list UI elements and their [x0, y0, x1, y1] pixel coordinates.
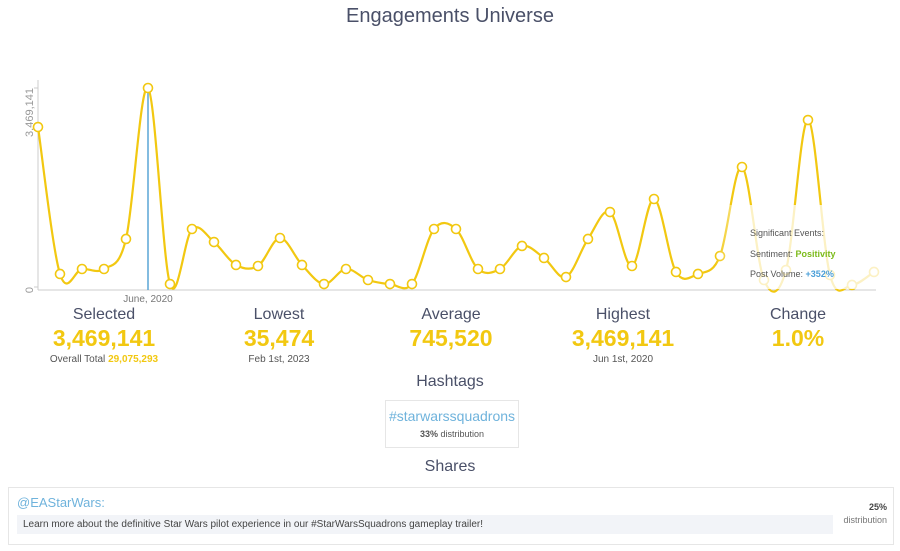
chart-title: Engagements Universe — [346, 5, 554, 27]
tooltip-label: Post Volume: — [750, 269, 804, 279]
point — [318, 278, 330, 290]
point — [626, 260, 638, 272]
point — [450, 223, 462, 235]
stat-value: 745,520 — [409, 325, 493, 351]
section-title: Hashtags — [416, 373, 484, 390]
stat-value: 3,469,141 — [52, 325, 156, 351]
stat: Change 1.0% — [713, 306, 883, 352]
tooltip-label: Sentiment: — [750, 248, 794, 259]
stat: Average 745,520 — [366, 306, 536, 352]
stat: Highest 3,469,141 Jun 1st, 2020 — [538, 306, 708, 365]
stat: Selected 3,469,141 Overall Total 29,075,… — [19, 306, 189, 365]
point — [648, 193, 660, 205]
hashtag-card[interactable]: #starwarssquadrons 33% distribution — [385, 400, 519, 448]
point — [428, 223, 440, 235]
point — [120, 233, 132, 245]
point — [142, 82, 154, 94]
point — [604, 206, 616, 218]
point — [472, 263, 484, 275]
share-card[interactable]: @EAStarWars: Learn more about the defini… — [8, 487, 894, 545]
stat-label: Average — [421, 306, 481, 323]
point — [670, 266, 682, 278]
stat-value: 3,469,141 — [571, 325, 675, 351]
share-text: Learn more about the definitive Star War… — [17, 515, 833, 534]
point — [802, 114, 814, 126]
point — [406, 278, 418, 290]
share-percent: 25% — [868, 502, 887, 512]
stat-value: 1.0% — [771, 325, 825, 351]
point — [516, 240, 528, 252]
tooltip-line: Sentiment: Positivity — [750, 244, 836, 265]
point — [384, 278, 396, 290]
point — [340, 263, 352, 275]
point — [186, 223, 198, 235]
share-account: @EAStarWars: — [17, 495, 105, 510]
tooltip-line: Post Volume: +352% — [750, 264, 836, 285]
point — [230, 259, 242, 271]
stat-label: Lowest — [253, 306, 305, 323]
hashtag-percent: 33% — [419, 429, 438, 439]
y-tick-label: 3,469,141 — [24, 88, 36, 137]
point — [76, 263, 88, 275]
stat-label: Change — [769, 306, 827, 323]
point — [494, 263, 506, 275]
point — [98, 263, 110, 275]
chart: Engagements Universe 0 3,469,141 June, 202… — [24, 5, 880, 305]
section-title: Shares — [424, 458, 476, 475]
hashtag-note: distribution — [440, 429, 485, 439]
tooltip-value: +352% — [805, 269, 834, 279]
stat-label: Highest — [595, 306, 651, 323]
point — [736, 161, 748, 173]
point — [252, 260, 264, 272]
point — [54, 268, 66, 280]
point — [274, 232, 286, 244]
stat-sub: Feb 1st, 2023 — [248, 354, 310, 365]
stat-sub-value: 29,075,293 — [108, 354, 159, 365]
fade-overlay — [715, 205, 880, 289]
stat-sub-label: Overall Total — [49, 354, 106, 365]
stat-sub: Overall Total 29,075,293 — [19, 354, 189, 365]
stat: Lowest 35,474 Feb 1st, 2023 — [194, 306, 364, 365]
x-tick-label: June, 2020 — [123, 294, 173, 305]
point — [362, 274, 374, 286]
point — [560, 271, 572, 283]
tooltip: Significant Events: Sentiment: Positivit… — [750, 223, 836, 285]
share-note: distribution — [843, 515, 887, 525]
point — [32, 121, 44, 133]
point — [582, 233, 594, 245]
point — [208, 236, 220, 248]
tooltip-value: Positivity — [795, 248, 836, 259]
point — [164, 278, 176, 290]
point — [296, 259, 308, 271]
point — [692, 268, 704, 280]
stat-label: Selected — [72, 306, 136, 323]
stat-value: 35,474 — [243, 325, 315, 351]
hashtag: #starwarssquadrons — [388, 408, 516, 424]
point — [538, 252, 550, 264]
y-tick-label: 0 — [24, 287, 36, 293]
tooltip-heading: Significant Events: — [750, 228, 825, 238]
stat-sub: Jun 1st, 2020 — [592, 354, 654, 365]
